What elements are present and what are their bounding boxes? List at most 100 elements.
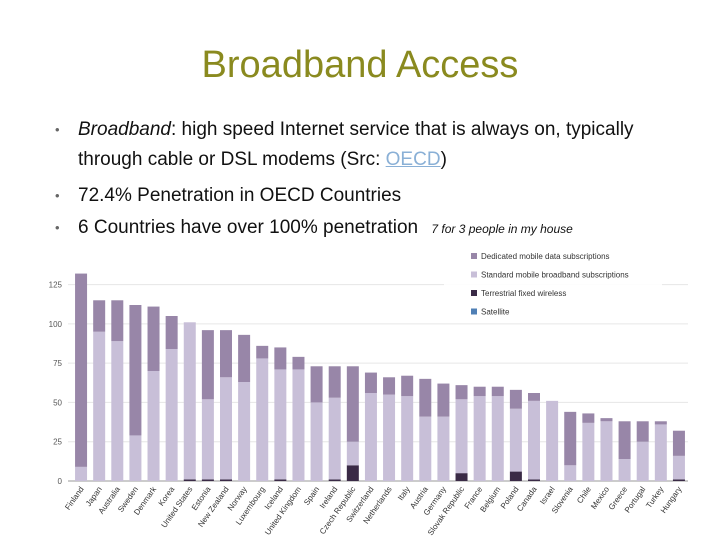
bar-segment: [147, 371, 160, 481]
source-link[interactable]: OECD: [385, 149, 441, 170]
bar-segment: [509, 389, 522, 409]
bar-segment: [564, 465, 577, 481]
bar-segment: [274, 369, 287, 480]
x-tick-label: Finland: [63, 485, 85, 512]
bar-segment: [546, 400, 559, 481]
bar-segment: [346, 366, 359, 442]
legend-swatch: [471, 271, 477, 278]
bar-segment: [582, 413, 595, 423]
bar-segment: [292, 369, 305, 481]
y-tick-label: 100: [49, 320, 63, 329]
bar-segment: [220, 330, 232, 378]
bar-segment: [364, 393, 377, 481]
bar-segment: [183, 479, 196, 481]
legend-label: Satellite: [481, 308, 510, 317]
bar-segment: [528, 393, 540, 401]
bar-segment: [437, 383, 450, 417]
x-tick-label: Canada: [515, 485, 539, 514]
bar-segment: [383, 377, 396, 395]
bar-segment: [310, 402, 323, 481]
bar-segment: [93, 331, 106, 481]
y-tick-label: 75: [53, 359, 62, 368]
bullet-marker: •: [55, 122, 60, 137]
bar-segment: [618, 459, 631, 481]
bar-segment: [455, 385, 468, 400]
bar-segment: [600, 421, 613, 481]
legend-label: Standard mobile broadband subscriptions: [481, 271, 629, 280]
bar-segment: [238, 382, 251, 481]
bar-segment: [473, 386, 486, 397]
bar-segment: [346, 465, 359, 481]
bar-segment: [437, 416, 450, 481]
bar-segment: [256, 358, 269, 481]
bullet-definition: • Broadband: high speed Internet service…: [50, 115, 690, 175]
bar-segment: [274, 347, 287, 370]
bar-segment: [129, 305, 142, 436]
bar-segment: [528, 479, 540, 481]
bar-segment: [328, 366, 341, 398]
y-tick-label: 50: [53, 398, 62, 407]
legend-box: [444, 247, 662, 323]
bar-segment: [528, 400, 540, 480]
house-note: 7 for 3 people in my house: [431, 222, 573, 236]
bar-segment: [310, 366, 323, 403]
bar-segment: [419, 416, 432, 481]
countries-text: 6 Countries have over 100% penetration: [78, 217, 419, 238]
bar-segment: [129, 435, 142, 481]
legend-swatch: [471, 253, 477, 259]
y-tick-label: 25: [53, 438, 62, 447]
bar-segment: [292, 356, 305, 370]
bar-segment: [455, 399, 468, 474]
bullet-countries: • 6 Countries have over 100% penetration…: [50, 213, 690, 244]
bar-segment: [111, 341, 124, 481]
bar-segment: [600, 418, 613, 422]
bar-segment: [328, 479, 341, 481]
bar-segment: [383, 394, 396, 481]
x-tick-label: Chile: [575, 485, 593, 506]
legend-swatch: [471, 290, 477, 296]
definition-end: ): [440, 149, 447, 170]
y-tick-label: 0: [58, 477, 63, 486]
broadband-chart: 0255075100125FinlandJapanAustraliaSweden…: [49, 247, 688, 537]
bar-segment: [201, 330, 214, 400]
legend-label: Terrestrial fixed wireless: [481, 289, 566, 298]
bar-segment: [93, 300, 106, 332]
bar-segment: [419, 378, 432, 417]
bar-segment: [473, 396, 486, 481]
y-tick-label: 125: [49, 281, 63, 290]
legend-swatch: [471, 308, 477, 315]
bar-segment: [274, 479, 287, 481]
bullet-marker: •: [55, 188, 60, 203]
bar-segment: [491, 396, 504, 481]
bar-segment: [364, 372, 377, 393]
bar-segment: [636, 441, 649, 481]
slide-title: Broadband Access: [201, 44, 519, 86]
definition-text: : high speed Internet service that is al…: [78, 119, 634, 170]
bar-segment: [564, 411, 577, 466]
bar-segment: [509, 408, 522, 472]
bullet-marker: •: [55, 220, 60, 235]
bar-segment: [491, 386, 504, 397]
bar-segment: [618, 421, 631, 459]
bar-segment: [328, 397, 341, 480]
bar-segment: [183, 322, 196, 480]
bar-segment: [672, 479, 685, 481]
bar-segment: [201, 479, 214, 481]
bar-segment: [401, 396, 414, 481]
bar-segment: [401, 375, 414, 397]
bar-segment: [455, 473, 468, 481]
bar-segment: [582, 422, 595, 481]
bar-segment: [147, 306, 160, 371]
bar-segment: [220, 479, 232, 481]
bar-segment: [654, 424, 667, 481]
bar-segment: [111, 300, 124, 342]
bar-segment: [75, 466, 88, 481]
bar-segment: [346, 441, 359, 466]
bar-segment: [256, 345, 269, 359]
bar-segment: [75, 273, 88, 467]
x-tick-label: Italy: [396, 485, 412, 502]
bar-segment: [672, 430, 685, 456]
bar-segment: [672, 455, 685, 480]
bar-segment: [201, 399, 214, 480]
bullet-list: • Broadband: high speed Internet service…: [50, 115, 690, 244]
